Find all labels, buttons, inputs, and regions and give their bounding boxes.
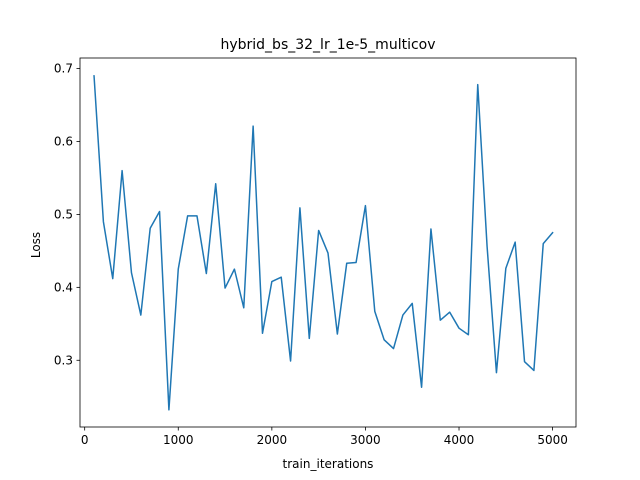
y-axis-title: Loss <box>29 232 43 258</box>
series-line-0 <box>93 75 554 411</box>
y-tick-label: 0.6 <box>54 134 73 148</box>
y-tick-label: 0.3 <box>54 353 73 367</box>
y-tick-label: 0.7 <box>54 62 73 76</box>
plot-frame <box>79 57 577 428</box>
x-tick-label: 4000 <box>444 433 475 447</box>
x-tick-label: 1000 <box>163 433 194 447</box>
y-tick-label: 0.4 <box>54 280 73 294</box>
y-tick-label: 0.5 <box>54 207 73 221</box>
x-axis-title: train_iterations <box>283 457 374 471</box>
x-tick-label: 2000 <box>257 433 288 447</box>
chart-title: hybrid_bs_32_lr_1e-5_multicov <box>220 37 435 53</box>
plot-area <box>79 57 577 428</box>
x-axis: 0 1000 2000 3000 4000 5000 <box>81 427 568 447</box>
x-tick-label: 5000 <box>537 433 568 447</box>
x-tick-label: 0 <box>81 433 89 447</box>
y-axis: 0.3 0.4 0.5 0.6 0.7 <box>54 62 80 367</box>
x-tick-label: 3000 <box>350 433 381 447</box>
